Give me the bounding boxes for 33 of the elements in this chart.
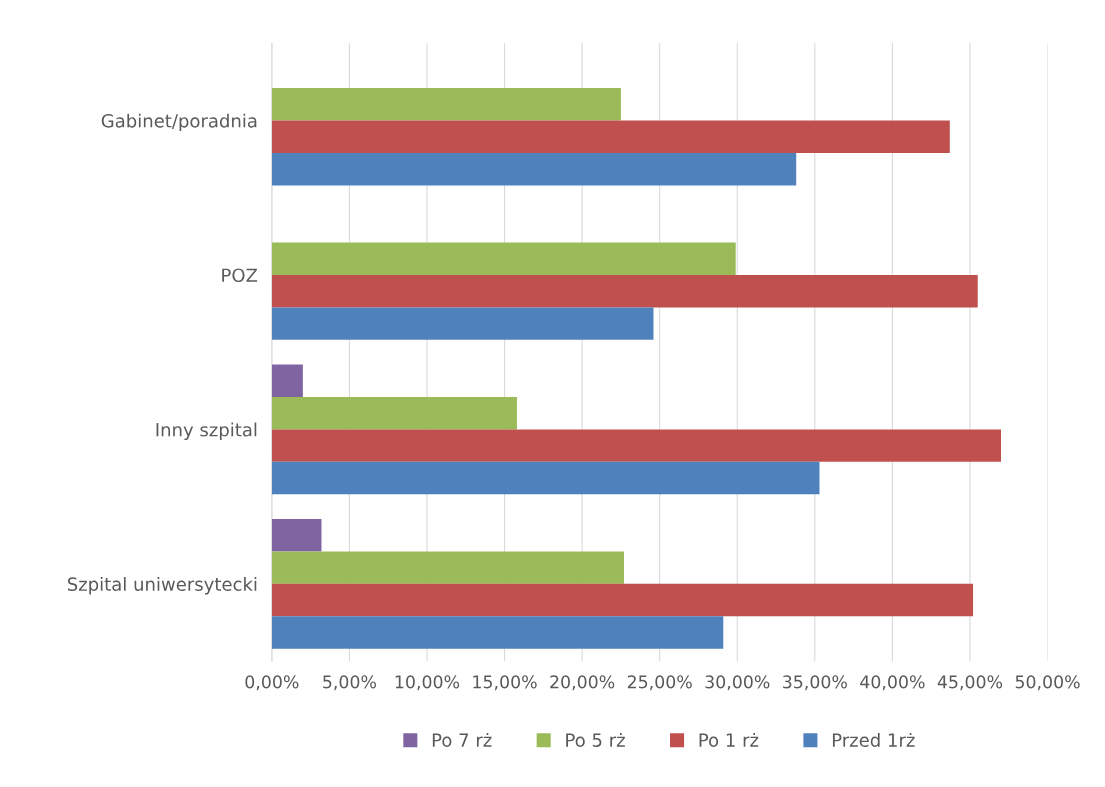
x-tick-label: 25,00% (627, 675, 692, 691)
bar (271, 152, 797, 186)
legend-label: Po 1 rż (699, 732, 759, 747)
bar (271, 551, 624, 584)
bar (271, 396, 517, 430)
bar (271, 429, 1001, 462)
x-tick-label: 15,00% (473, 675, 537, 691)
bar (271, 616, 724, 649)
x-tick-label: 45,00% (937, 675, 1003, 691)
x-tick-label: 20,00% (550, 675, 615, 691)
legend-label: Po 5 rż (566, 732, 625, 747)
legend-label: Po 7 rż (432, 732, 492, 747)
bar (271, 583, 974, 617)
legend-label: Przed 1rż (832, 732, 915, 747)
x-tick-label: 10,00% (395, 675, 460, 691)
bar (271, 120, 950, 153)
bar (271, 242, 736, 275)
bar (271, 364, 303, 397)
x-tick-label: 0,00% (245, 675, 299, 691)
y-tick-label: Szpital uniwersytecki (67, 577, 257, 595)
x-tick-label: 35,00% (783, 675, 847, 691)
x-tick-label: 5,00% (323, 675, 377, 691)
bar (271, 274, 978, 308)
x-tick-label: 50,00% (1015, 675, 1080, 691)
bar (271, 307, 654, 340)
x-tick-label: 30,00% (705, 675, 770, 691)
y-tick-label: Inny szpital (156, 422, 257, 441)
y-tick-label: POZ (222, 268, 258, 283)
y-tick-label: Gabinet/poradnia (101, 113, 257, 132)
bar (271, 88, 621, 121)
bar (271, 461, 820, 495)
bar (271, 518, 322, 552)
x-tick-label: 40,00% (860, 675, 925, 691)
